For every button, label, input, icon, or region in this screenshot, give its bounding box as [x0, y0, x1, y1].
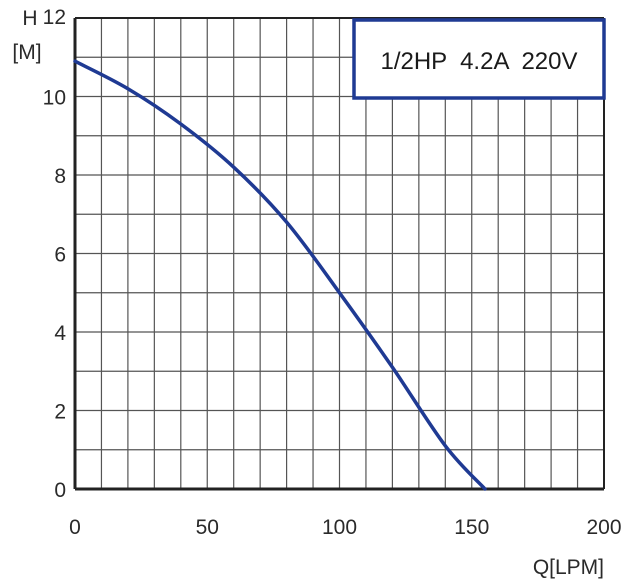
x-tick-label: 150 — [454, 516, 489, 539]
axes — [73, 17, 605, 491]
y-axis-unit: [M] — [12, 41, 41, 64]
series-line — [73, 59, 487, 491]
spec-box: 1/2HP 4.2A 220V — [352, 18, 606, 100]
y-tick-label: 8 — [54, 165, 66, 188]
y-tick-label: 10 — [43, 87, 66, 110]
x-tick-label: 0 — [69, 516, 81, 539]
spec-annotation: 1/2HP 4.2A 220V — [380, 48, 577, 75]
spec-box-frame — [352, 18, 606, 100]
x-tick-label: 50 — [196, 516, 219, 539]
y-axis-symbol: H — [22, 7, 37, 30]
y-tick-label: 6 — [54, 244, 66, 267]
x-axis-label: Q[LPM] — [533, 556, 604, 579]
grid — [75, 18, 604, 489]
x-tick-label: 100 — [322, 516, 357, 539]
tick-labels: 0 50 100 150 200 0 2 4 6 8 10 12 — [43, 6, 622, 539]
y-tick-label: 12 — [43, 6, 66, 29]
x-tick-label: 200 — [586, 516, 621, 539]
y-tick-label: 4 — [54, 322, 66, 345]
y-tick-label: 2 — [54, 401, 66, 424]
y-tick-label: 0 — [54, 479, 66, 502]
